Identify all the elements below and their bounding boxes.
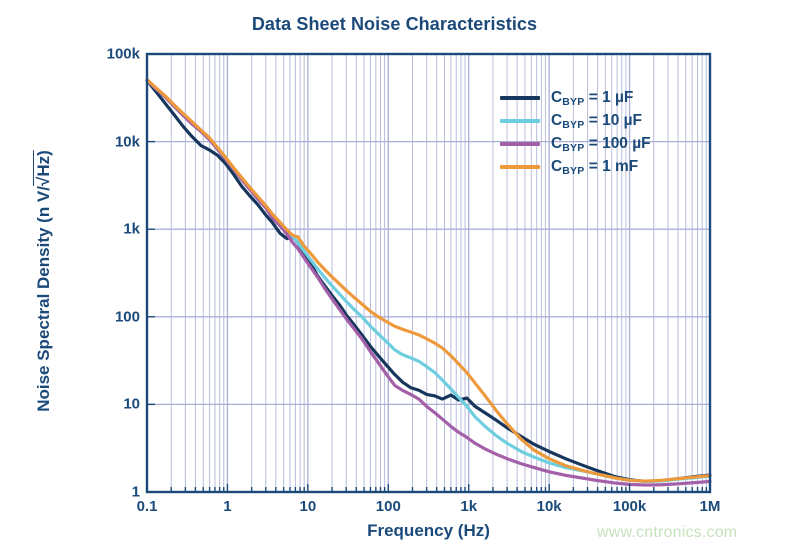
tick-marks	[146, 53, 708, 493]
grid-horizontal	[147, 140, 710, 406]
y-tick-label: 1	[131, 483, 140, 501]
legend-color-swatch	[500, 95, 540, 100]
x-tick-label: 100	[375, 498, 401, 515]
series-line-3	[145, 78, 712, 483]
x-tick-label: 1M	[699, 498, 721, 515]
x-tick-label: 10	[299, 498, 317, 515]
chart-title: Data Sheet Noise Characteristics	[251, 14, 538, 34]
y-tick-label: 100	[114, 308, 140, 326]
watermark: www.cntronics.com	[597, 524, 738, 541]
legend-subscript: BYP	[562, 141, 585, 154]
y-tick-label: 100k	[106, 45, 140, 63]
legend-value: = 1 µF	[584, 88, 634, 106]
legend-symbol: C	[551, 88, 563, 106]
series-line-0	[145, 78, 712, 484]
legend-label: CBYP = 1 mF	[551, 157, 639, 177]
legend-label: CBYP = 1 µF	[551, 88, 634, 108]
legend-item[interactable]: CBYP = 1 µF	[500, 86, 651, 109]
x-axis-label: Frequency (Hz)	[367, 521, 490, 540]
legend-value: = 100 µF	[584, 134, 651, 152]
series-group	[145, 78, 712, 487]
legend-value: = 10 µF	[584, 111, 643, 129]
legend-subscript: BYP	[562, 118, 585, 131]
chart-legend: CBYP = 1 µF CBYP = 10 µF CBYP = 100 µF CBYP…	[500, 86, 651, 178]
y-axis-ticks: 1 10 100 1k 10k 100k	[84, 0, 140, 550]
legend-subscript: BYP	[562, 95, 585, 108]
legend-color-swatch	[500, 118, 540, 123]
legend-subscript: BYP	[562, 164, 585, 177]
legend-symbol: C	[551, 111, 563, 129]
x-tick-label: 1	[223, 498, 232, 515]
y-tick-label: 10k	[114, 133, 140, 151]
plot-frame	[145, 52, 712, 494]
y-tick-label: 10	[123, 395, 140, 413]
x-tick-label: 0.1	[136, 498, 158, 515]
legend-value: = 1 mF	[584, 157, 639, 175]
plot-background	[147, 54, 710, 492]
x-tick-label: 1k	[460, 498, 478, 515]
legend-symbol: C	[551, 134, 563, 152]
legend-item[interactable]: CBYP = 1 mF	[500, 155, 651, 178]
legend-item[interactable]: CBYP = 100 µF	[500, 132, 651, 155]
legend-label: CBYP = 100 µF	[551, 134, 651, 154]
legend-symbol: C	[551, 157, 563, 175]
legend-item[interactable]: CBYP = 10 µF	[500, 109, 651, 132]
x-tick-label: 10k	[536, 498, 562, 515]
legend-color-swatch	[500, 164, 540, 169]
grid-minor-vertical	[146, 54, 707, 492]
x-tick-label: 100k	[612, 498, 647, 515]
legend-label: CBYP = 10 µF	[551, 111, 643, 131]
legend-color-swatch	[500, 141, 540, 146]
y-tick-label: 1k	[123, 220, 140, 238]
x-axis-ticks: 0.1 1 10 100 1k 10k 100k 1M	[0, 498, 789, 522]
